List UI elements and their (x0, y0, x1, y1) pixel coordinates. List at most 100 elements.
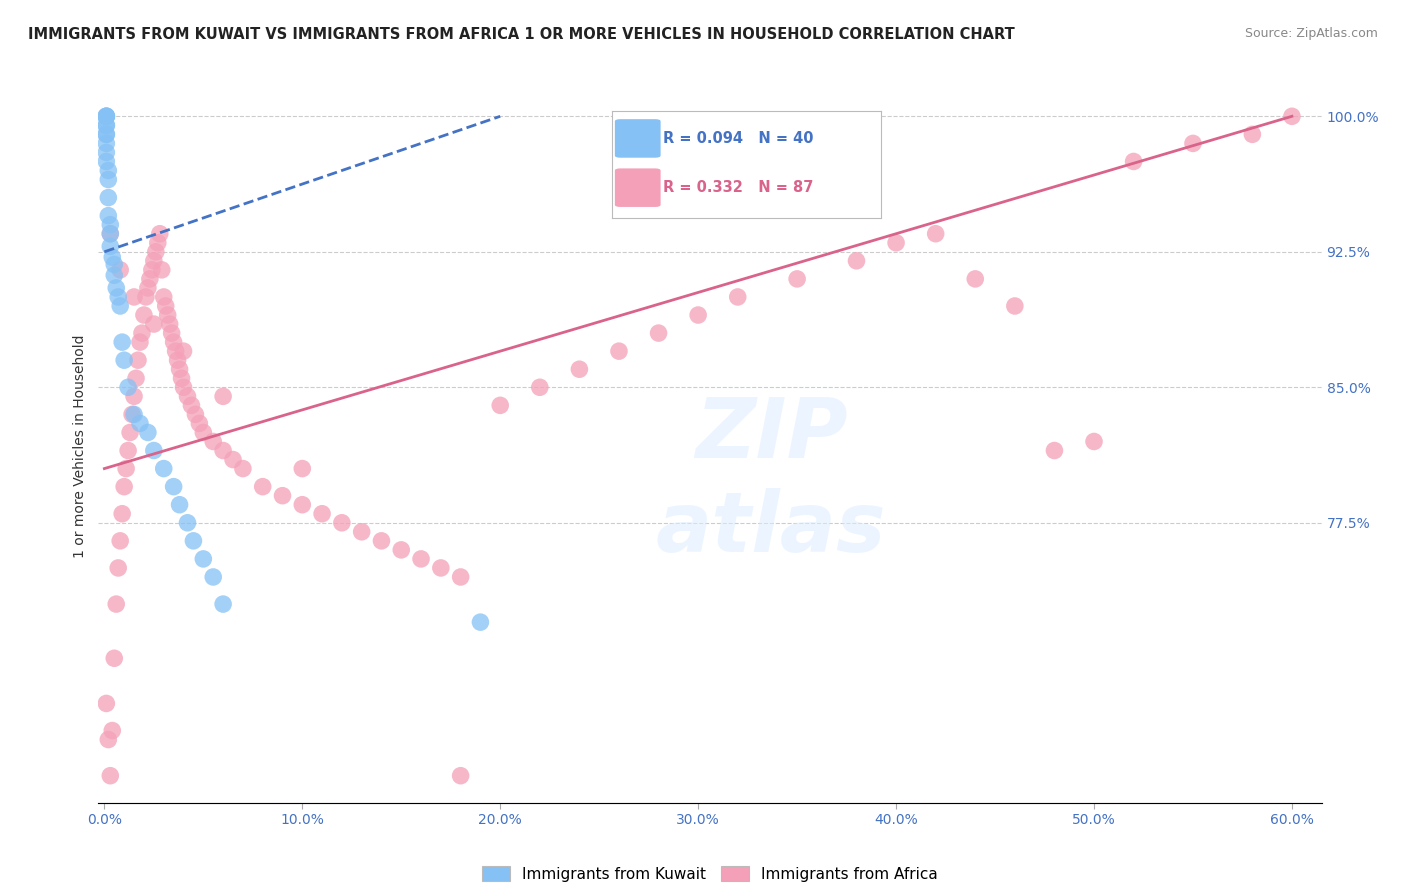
Point (122, 290, 145, 304)
Point (121, 408, 143, 422)
Point (131, 326, 153, 340)
Point (122, 389, 145, 403)
Point (112, 480, 135, 494)
Point (98, 769, 121, 783)
Point (132, 308, 155, 322)
Text: Source: ZipAtlas.com: Source: ZipAtlas.com (1244, 27, 1378, 40)
Point (103, 651, 125, 665)
Point (97, 172, 120, 186)
Point (111, 507, 134, 521)
Point (96, 119, 118, 133)
Point (1122, 154, 1144, 169)
Point (430, 561, 453, 575)
Point (101, 250, 124, 264)
Point (145, 244, 167, 259)
Point (107, 290, 129, 304)
Point (212, 389, 235, 403)
Point (97, 732, 120, 747)
Point (529, 380, 551, 394)
Point (107, 561, 129, 575)
Point (141, 263, 163, 277)
Point (965, 272, 987, 286)
Point (193, 425, 215, 440)
Point (97, 191, 120, 205)
Point (142, 317, 165, 331)
Point (884, 235, 907, 250)
Point (370, 533, 392, 548)
Point (98, 227, 121, 241)
Point (291, 498, 314, 512)
Point (450, 769, 472, 783)
Point (139, 272, 162, 286)
Point (183, 533, 205, 548)
Point (96, 145, 118, 160)
Point (166, 353, 188, 368)
Point (96, 109, 118, 123)
Point (97, 163, 120, 178)
Point (409, 552, 432, 566)
Point (96, 109, 118, 123)
Point (786, 272, 808, 286)
Point (647, 326, 669, 340)
Point (159, 317, 181, 331)
Point (96, 154, 118, 169)
Point (162, 335, 184, 350)
Point (389, 542, 412, 557)
Legend: Immigrants from Kuwait, Immigrants from Africa: Immigrants from Kuwait, Immigrants from … (477, 860, 943, 888)
Point (202, 434, 225, 449)
Point (1281, 109, 1303, 123)
Point (108, 299, 131, 313)
Point (170, 371, 193, 385)
Point (125, 371, 148, 385)
Point (96, 136, 118, 151)
Point (96, 697, 118, 711)
Point (180, 398, 202, 412)
Point (568, 362, 591, 376)
Point (96, 119, 118, 133)
Point (212, 597, 235, 611)
Point (108, 533, 131, 548)
Point (173, 380, 195, 394)
Point (136, 281, 159, 295)
Point (115, 461, 138, 475)
Point (142, 443, 165, 458)
Point (127, 353, 149, 368)
Point (155, 299, 177, 313)
Point (291, 461, 314, 475)
Point (112, 353, 135, 368)
Point (98, 227, 121, 241)
Point (271, 489, 294, 503)
Point (103, 257, 125, 271)
Point (330, 516, 353, 530)
Point (108, 263, 131, 277)
Point (98, 218, 121, 232)
Point (176, 516, 198, 530)
Point (311, 507, 333, 521)
Point (105, 281, 128, 295)
Point (142, 253, 165, 268)
Point (150, 263, 173, 277)
Point (1181, 136, 1204, 151)
Text: ZIP
atlas: ZIP atlas (655, 394, 887, 569)
Point (212, 443, 235, 458)
Point (97, 209, 120, 223)
Point (156, 308, 179, 322)
Point (1241, 128, 1264, 142)
Point (146, 235, 169, 250)
Point (173, 344, 195, 359)
Point (607, 344, 630, 359)
Point (136, 425, 159, 440)
Point (149, 227, 172, 241)
Point (1083, 434, 1105, 449)
Point (470, 615, 492, 629)
Point (96, 128, 118, 142)
Point (489, 398, 512, 412)
Point (350, 524, 373, 539)
Point (98, 239, 121, 253)
Point (176, 389, 198, 403)
Point (450, 570, 472, 584)
Point (152, 290, 174, 304)
Point (727, 290, 749, 304)
Point (165, 344, 187, 359)
Point (111, 335, 134, 350)
